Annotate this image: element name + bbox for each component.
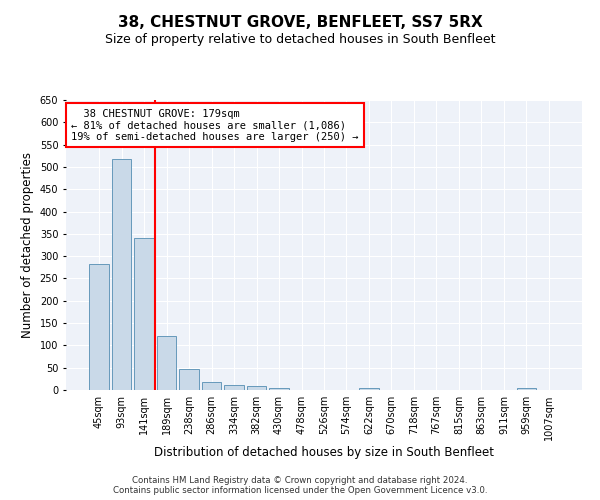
Bar (157, 336, 176, 390)
Text: 38 CHESTNUT GROVE: 179sqm
← 81% of detached houses are smaller (1,086)
19% of se: 38 CHESTNUT GROVE: 179sqm ← 81% of detac… (71, 108, 359, 142)
Bar (224, 384, 244, 390)
Bar (202, 382, 221, 390)
Bar (179, 368, 199, 390)
Text: Contains HM Land Registry data © Crown copyright and database right 2024.
Contai: Contains HM Land Registry data © Crown c… (113, 476, 487, 495)
Bar (134, 238, 154, 390)
Bar (89, 264, 109, 390)
Text: Size of property relative to detached houses in South Benfleet: Size of property relative to detached ho… (105, 32, 495, 46)
Bar (517, 388, 536, 390)
Bar (112, 159, 131, 390)
X-axis label: Distribution of detached houses by size in South Benfleet: Distribution of detached houses by size … (154, 446, 494, 459)
Y-axis label: Number of detached properties: Number of detached properties (21, 152, 34, 338)
Bar (269, 388, 289, 390)
Bar (359, 388, 379, 390)
Text: 38, CHESTNUT GROVE, BENFLEET, SS7 5RX: 38, CHESTNUT GROVE, BENFLEET, SS7 5RX (118, 15, 482, 30)
Bar (247, 386, 266, 390)
